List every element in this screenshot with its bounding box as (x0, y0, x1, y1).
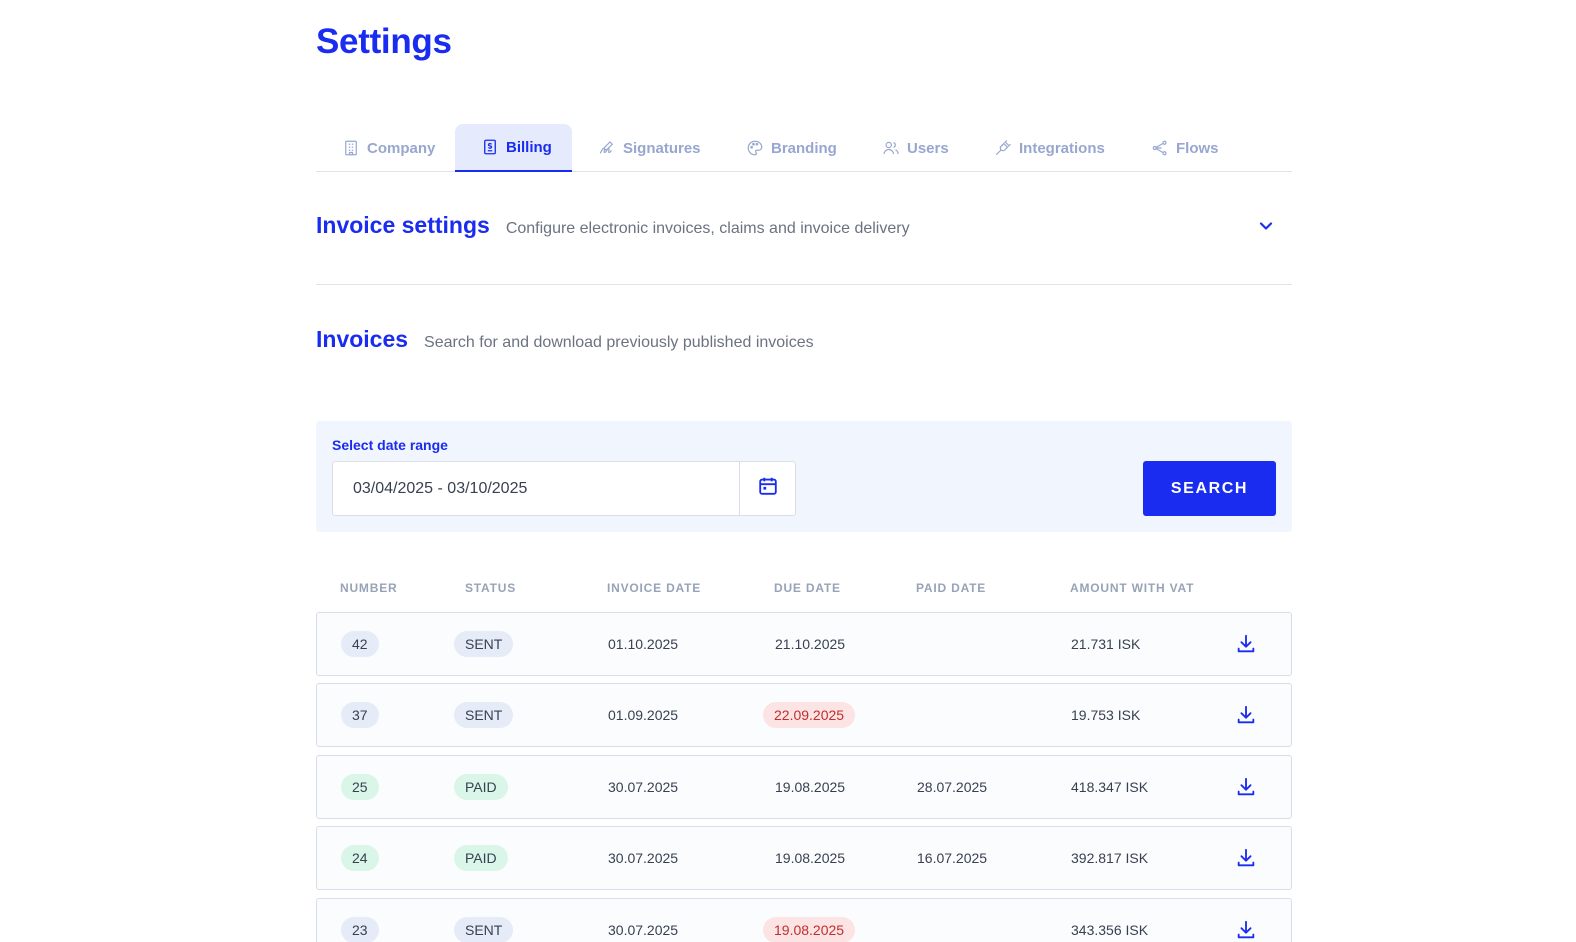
download-icon[interactable] (1235, 847, 1257, 869)
invoice-number-badge: 25 (341, 774, 379, 800)
tab-label: Users (907, 139, 949, 157)
invoices-description: Search for and download previously publi… (424, 334, 814, 351)
calendar-button[interactable] (739, 461, 796, 516)
column-header-status: STATUS (465, 581, 517, 595)
amount-with-vat: 418.347 ISK (1071, 779, 1149, 795)
tab-label: Company (367, 139, 436, 157)
tab-label: Signatures (623, 139, 701, 157)
column-header-due-date: DUE DATE (774, 581, 841, 595)
overdue-due-date-badge: 19.08.2025 (763, 917, 856, 942)
amount-with-vat: 343.356 ISK (1071, 922, 1149, 938)
plug-icon (994, 139, 1012, 157)
tab-billing[interactable]: Billing (455, 124, 572, 172)
status-badge: SENT (454, 631, 514, 657)
invoice-settings-header[interactable]: Invoice settings Configure electronic in… (316, 212, 1292, 239)
table-row[interactable]: 24 PAID 30.07.2025 19.08.2025 16.07.2025… (316, 826, 1292, 890)
download-icon[interactable] (1235, 633, 1257, 655)
column-header-paid-date: PAID DATE (916, 581, 987, 595)
status-badge: SENT (454, 702, 514, 728)
due-date: 21.10.2025 (775, 636, 846, 652)
due-date: 19.08.2025 (775, 850, 846, 866)
tab-users[interactable]: Users (856, 124, 968, 172)
download-icon[interactable] (1235, 704, 1257, 726)
signature-icon (598, 139, 616, 157)
paid-date: 28.07.2025 (917, 779, 988, 795)
invoice-date: 01.09.2025 (608, 707, 679, 723)
invoice-number-badge: 42 (341, 631, 379, 657)
invoices-header: Invoices Search for and download previou… (316, 326, 1292, 353)
download-icon[interactable] (1235, 919, 1257, 941)
invoice-date: 30.07.2025 (608, 850, 679, 866)
table-row[interactable]: 25 PAID 30.07.2025 19.08.2025 28.07.2025… (316, 755, 1292, 819)
status-badge: PAID (454, 845, 508, 871)
chevron-down-icon[interactable] (1256, 216, 1276, 236)
section-divider (316, 284, 1292, 285)
invoice-settings-description: Configure electronic invoices, claims an… (505, 220, 910, 237)
tab-label: Branding (771, 139, 837, 157)
tab-integrations[interactable]: Integrations (968, 124, 1125, 172)
search-button[interactable]: SEARCH (1143, 461, 1276, 516)
calendar-icon (757, 475, 779, 502)
column-header-number: NUMBER (340, 581, 398, 595)
invoice-date: 01.10.2025 (608, 636, 679, 652)
receipt-icon (481, 138, 499, 156)
invoice-date: 30.07.2025 (608, 922, 679, 938)
paid-date: 16.07.2025 (917, 850, 988, 866)
status-badge: PAID (454, 774, 508, 800)
tab-branding[interactable]: Branding (720, 124, 856, 172)
tab-label: Flows (1176, 139, 1219, 157)
settings-tabs: Company Billing Signatures Branding User… (316, 124, 1292, 172)
invoice-search-panel: Select date range SEARCH (316, 421, 1292, 532)
table-row[interactable]: 23 SENT 30.07.2025 19.08.2025 343.356 IS… (316, 898, 1292, 942)
column-header-amount: AMOUNT WITH VAT (1070, 581, 1195, 595)
invoices-title: Invoices (316, 326, 409, 352)
tab-flows[interactable]: Flows (1125, 124, 1237, 172)
date-range-input[interactable] (332, 461, 740, 516)
users-icon (882, 139, 900, 157)
download-icon[interactable] (1235, 776, 1257, 798)
share-nodes-icon (1151, 139, 1169, 157)
amount-with-vat: 21.731 ISK (1071, 636, 1141, 652)
tab-company[interactable]: Company (316, 124, 455, 172)
table-row[interactable]: 37 SENT 01.09.2025 22.09.2025 19.753 ISK (316, 683, 1292, 747)
tab-signatures[interactable]: Signatures (572, 124, 720, 172)
invoice-number-badge: 23 (341, 917, 379, 942)
invoice-number-badge: 24 (341, 845, 379, 871)
table-row[interactable]: 42 SENT 01.10.2025 21.10.2025 21.731 ISK (316, 612, 1292, 676)
building-icon (342, 139, 360, 157)
date-range-label: Select date range (332, 437, 448, 453)
palette-icon (746, 139, 764, 157)
invoice-settings-title: Invoice settings (316, 212, 490, 238)
invoice-number-badge: 37 (341, 702, 379, 728)
tab-label: Integrations (1019, 139, 1105, 157)
due-date: 19.08.2025 (775, 779, 846, 795)
tab-label: Billing (506, 138, 552, 156)
page-title: Settings (316, 22, 452, 61)
invoice-date: 30.07.2025 (608, 779, 679, 795)
amount-with-vat: 19.753 ISK (1071, 707, 1141, 723)
column-header-invoice-date: INVOICE DATE (607, 581, 702, 595)
amount-with-vat: 392.817 ISK (1071, 850, 1149, 866)
status-badge: SENT (454, 917, 514, 942)
overdue-due-date-badge: 22.09.2025 (763, 702, 856, 728)
